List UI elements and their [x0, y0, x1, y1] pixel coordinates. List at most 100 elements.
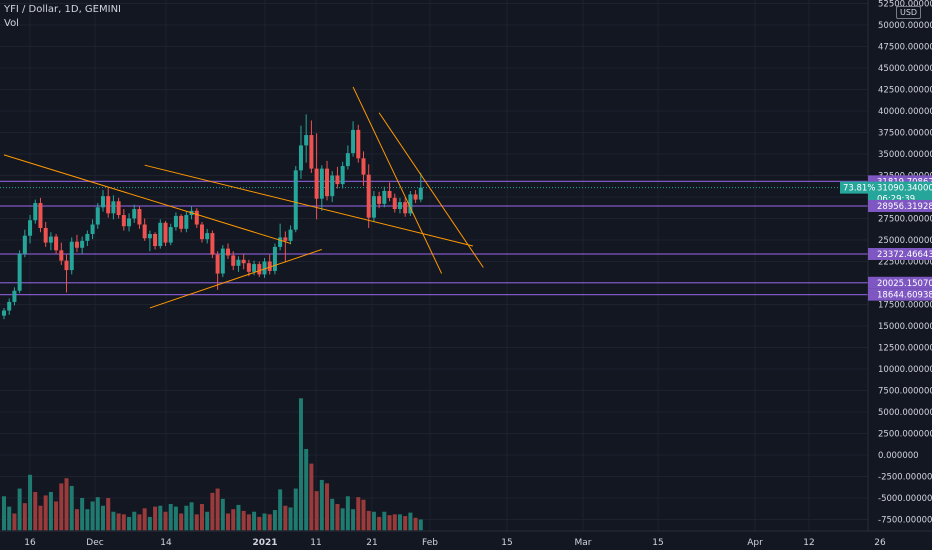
trendline[interactable] [149, 248, 322, 309]
volume-bar [418, 519, 423, 531]
trendline[interactable] [352, 86, 443, 274]
volume-bar [173, 506, 178, 531]
volume-bar [262, 513, 267, 531]
candle-body [226, 248, 231, 256]
candle-body [17, 253, 22, 291]
candle-body [69, 241, 74, 271]
trendline[interactable] [144, 164, 474, 247]
time-tick-label: Mar [575, 538, 592, 548]
volume-bar [64, 478, 69, 531]
volume-bar [90, 501, 95, 531]
time-tick-label: 15 [501, 538, 512, 548]
volume-bar [205, 511, 210, 531]
time-tick-label: 15 [652, 538, 663, 548]
candle-body [283, 237, 288, 241]
price-tick-label: 35000.000000 [878, 150, 932, 160]
horizontal-levels[interactable] [0, 180, 868, 296]
volume-bar [74, 509, 79, 531]
candle-body [22, 235, 27, 254]
trendline[interactable] [3, 154, 291, 244]
volume-bar [309, 463, 314, 531]
candle-body [199, 224, 204, 240]
volume-bar [392, 514, 397, 531]
volume-bar [194, 514, 199, 531]
price-tick-label: 5000.000000 [878, 408, 932, 418]
volume-bar [85, 509, 90, 531]
candle-body [12, 290, 17, 302]
price-tick-label: 10000.000000 [878, 365, 932, 375]
volume-bar [252, 511, 257, 531]
volume-bar [288, 507, 293, 531]
volume-bar [272, 510, 277, 531]
volume-bar [366, 510, 371, 531]
currency-badge[interactable]: USD [896, 6, 922, 19]
time-tick-label: 14 [160, 538, 172, 548]
candle-body [220, 248, 225, 274]
time-tick-label: 16 [24, 538, 36, 548]
candle-body [377, 196, 382, 204]
candle-body [121, 215, 126, 227]
candlesticks [2, 114, 423, 320]
candle-body [387, 190, 392, 198]
volume-bar [408, 512, 413, 531]
candle-body [418, 187, 423, 200]
price-tick-label: 12500.000000 [878, 344, 932, 354]
candle-body [371, 196, 376, 218]
candle-body [314, 168, 319, 199]
volume-bar [179, 513, 184, 531]
candle-body [408, 194, 413, 214]
candle-body [330, 175, 335, 197]
price-tick-label: -7500.000000 [878, 516, 932, 526]
candle-body [43, 227, 48, 243]
time-axis[interactable]: 16 Dec 14 2021 11 21 Feb 15 Mar 15 Apr 12 26 [0, 530, 932, 548]
candle-body [272, 246, 277, 271]
candle-body [361, 158, 366, 175]
trendline[interactable] [378, 112, 484, 268]
candle-body [184, 215, 189, 229]
volume-bar [377, 516, 382, 531]
time-tick-label: Dec [86, 538, 103, 548]
candle-body [137, 209, 142, 225]
candle-body [173, 215, 178, 228]
price-tick-label: 17500.000000 [878, 301, 932, 311]
candle-body [147, 233, 152, 239]
candle-body [85, 233, 90, 241]
time-tick-label: Apr [747, 538, 763, 548]
symbol-title[interactable]: YFI / Dollar, 1D, GEMINI [4, 4, 122, 15]
volume-bar [12, 513, 17, 531]
candle-body [382, 190, 387, 204]
candle-body [106, 196, 111, 214]
volume-bar [153, 506, 158, 531]
volume-bar [121, 514, 126, 531]
volume-bar [325, 483, 330, 531]
trendlines[interactable] [3, 86, 484, 309]
price-tick-label: 2500.000000 [878, 430, 932, 440]
volume-bars [2, 398, 423, 531]
volume-bar [293, 488, 298, 531]
volume-bar [59, 483, 64, 531]
volume-bar [127, 516, 132, 531]
candle-body [64, 260, 69, 271]
price-tick-label: 27500.000000 [878, 215, 932, 225]
level-price-label: 23372.466437 [877, 250, 932, 260]
candle-body [54, 236, 59, 251]
volume-bar [215, 488, 220, 531]
change-badge: 73.81% [843, 184, 875, 194]
volume-legend[interactable]: Vol [4, 18, 19, 29]
volume-bar [106, 498, 111, 531]
price-labels: 31819.70862331090.34000006:29:3928956.31… [840, 175, 932, 301]
price-tick-label: 40000.000000 [878, 107, 932, 117]
volume-bar [17, 488, 22, 531]
candle-body [100, 196, 105, 208]
candle-body [392, 197, 397, 210]
volume-bar [142, 508, 147, 531]
candle-body [2, 310, 6, 316]
volume-bar [28, 474, 33, 531]
volume-bar [189, 502, 194, 531]
volume-bar [7, 506, 12, 531]
candle-body [335, 175, 340, 185]
candle-body [397, 202, 402, 210]
candle-body [278, 237, 283, 247]
price-tick-label: 0.000000 [878, 451, 919, 461]
